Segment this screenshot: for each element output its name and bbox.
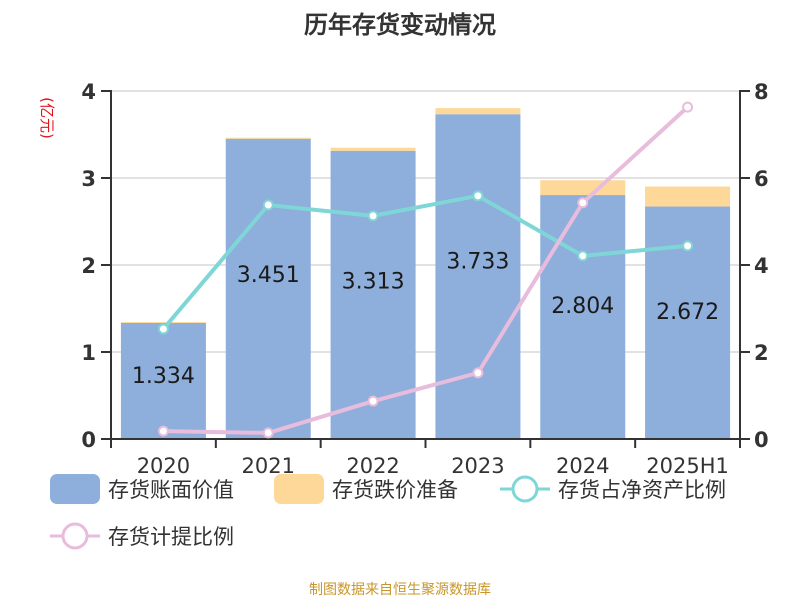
line-provision-ratio <box>163 105 689 435</box>
legend-marker <box>511 475 539 503</box>
x-tick-label: 2023 <box>451 454 504 478</box>
bar-reserve-2023 <box>435 108 521 115</box>
right-tick-label: 8 <box>754 80 769 104</box>
point-net-asset-ratio <box>577 250 589 262</box>
bar-book-value-2020 <box>120 322 206 439</box>
line-net-asset-ratio <box>161 193 688 331</box>
chart-title: 历年存货变动情况 <box>304 11 496 39</box>
legend-label: 存货跌价准备 <box>332 478 458 502</box>
bar-reserve-2025H1 <box>645 186 731 207</box>
left-tick-label: 3 <box>81 167 96 191</box>
bar-value-label: 3.451 <box>237 263 300 288</box>
x-tick-label: 2020 <box>137 454 190 478</box>
legend-label: 存货计提比例 <box>108 525 234 549</box>
left-tick-label: 0 <box>81 428 96 452</box>
bar-book-value-2021 <box>225 138 311 439</box>
bar-book-value-2023 <box>435 114 521 439</box>
point-provision-ratio <box>472 367 484 379</box>
legend-item-0: 存货账面价值 <box>50 474 234 504</box>
y-axis-unit-label: (亿元) <box>38 97 56 139</box>
bar-value-label: 2.672 <box>656 300 719 325</box>
point-provision-ratio <box>157 425 169 437</box>
left-tick-label: 1 <box>81 341 96 365</box>
bar-reserve-2022 <box>330 147 416 151</box>
bar-reserve-2021 <box>225 137 311 139</box>
point-net-asset-ratio <box>472 190 484 202</box>
point-net-asset-ratio <box>367 210 379 222</box>
bar-book-value-2024 <box>540 195 626 439</box>
legend-item-1: 存货跌价准备 <box>274 474 458 504</box>
bar-series <box>120 108 731 440</box>
right-tick-label: 4 <box>754 254 769 278</box>
legend-item-3: 存货计提比例 <box>50 522 234 550</box>
right-tick-label: 6 <box>754 167 769 191</box>
x-tick-label: 2025H1 <box>646 454 729 478</box>
source-footer: 制图数据来自恒生聚源数据库 <box>309 582 491 598</box>
legend-swatch <box>50 474 100 504</box>
bar-book-value-2022 <box>330 150 416 440</box>
legend-swatch <box>274 474 324 504</box>
x-tick-label: 2024 <box>556 454 609 478</box>
legend-marker <box>61 522 89 550</box>
point-provision-ratio <box>367 395 379 407</box>
bar-value-labels: 1.334 3.451 3.313 3.733 2.804 2.672 <box>132 249 719 389</box>
point-net-asset-ratio <box>262 199 274 211</box>
bar-value-label: 3.313 <box>342 269 405 294</box>
right-tick-label: 2 <box>754 341 769 365</box>
line-series <box>157 101 694 439</box>
point-provision-ratio <box>682 101 694 113</box>
point-provision-ratio <box>577 197 589 209</box>
legend-label: 存货占净资产比例 <box>558 478 726 502</box>
point-net-asset-ratio <box>157 323 169 335</box>
bar-value-label: 3.733 <box>446 249 509 274</box>
left-tick-label: 4 <box>81 80 96 104</box>
right-tick-label: 0 <box>754 428 769 452</box>
point-net-asset-ratio <box>682 240 694 252</box>
bar-value-label: 1.334 <box>132 364 195 389</box>
point-provision-ratio <box>262 427 274 439</box>
legend-item-2: 存货占净资产比例 <box>500 475 726 503</box>
x-tick-label: 2022 <box>346 454 399 478</box>
legend-label: 存货账面价值 <box>108 478 234 502</box>
bar-reserve-2020 <box>120 322 206 323</box>
bar-reserve-2024 <box>540 180 626 196</box>
left-tick-label: 2 <box>81 254 96 278</box>
bar-value-label: 2.804 <box>551 294 614 319</box>
